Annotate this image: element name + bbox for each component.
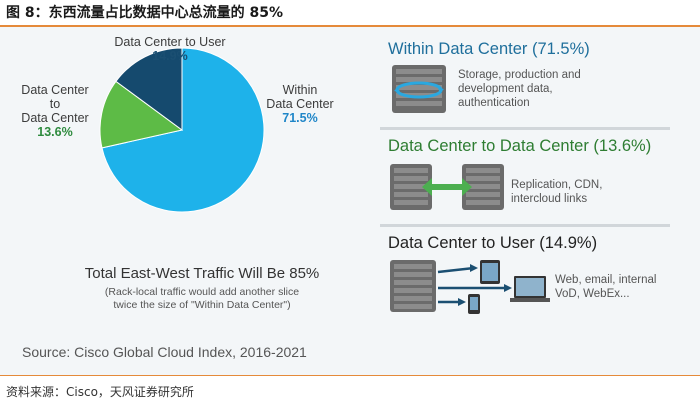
server-sync-icon <box>392 65 446 113</box>
section-divider <box>380 224 670 227</box>
figure-title: 图 8：东西流量占比数据中心总流量的 85% <box>6 5 283 21</box>
label-dc-to-dc-line1: Data Center <box>21 83 89 97</box>
section-within-desc-line2: development data, <box>458 83 553 95</box>
top-rule <box>0 25 700 27</box>
server-to-server-icon <box>390 164 504 210</box>
section-within-desc-line1: Storage, production and <box>458 69 581 81</box>
section-within-desc-line3: authentication <box>458 97 530 109</box>
section-dc-to-user-desc-line1: Web, email, internal <box>555 274 657 286</box>
section-dc-to-user-desc-line2: VoD, WebEx... <box>555 288 630 300</box>
bottom-rule <box>0 375 700 376</box>
label-dc-to-user-pct: 14.9% <box>152 49 188 63</box>
label-within-dc-line1: Within <box>282 83 318 97</box>
section-dc-to-user-title: Data Center to User (14.9%) <box>388 234 598 252</box>
label-within-dc-pct: 71.5% <box>282 111 318 125</box>
pie-chart <box>99 47 265 213</box>
chart-note-line2: twice the size of "Within Data Center") <box>113 299 291 311</box>
section-divider <box>380 127 670 130</box>
pie-slice-within-dc <box>101 47 265 213</box>
pie-slice-dc-to-dc <box>99 80 184 149</box>
chart-caption: Total East-West Traffic Will Be 85% <box>84 265 320 282</box>
pie-slice-dc-to-user <box>115 47 183 131</box>
label-within-dc-line2: Data Center <box>266 97 334 111</box>
section-dc-to-dc-desc-line2: intercloud links <box>511 193 588 205</box>
label-dc-to-dc: Data Center to Data Center 13.6% <box>10 83 100 139</box>
chart-note: (Rack-local traffic would add another sl… <box>42 286 362 312</box>
server-to-devices-icon <box>390 260 550 314</box>
label-dc-to-dc-line3: Data Center <box>21 111 89 125</box>
section-dc-to-dc-desc: Replication, CDN, intercloud links <box>511 178 631 206</box>
label-dc-to-dc-pct: 13.6% <box>37 125 73 139</box>
label-within-dc: Within Data Center 71.5% <box>255 83 345 125</box>
section-dc-to-dc-desc-line1: Replication, CDN, <box>511 179 603 191</box>
label-dc-to-user: Data Center to User 14.9% <box>90 35 250 63</box>
label-dc-to-user-name: Data Center to User <box>114 35 226 49</box>
section-within-title: Within Data Center (71.5%) <box>388 40 590 58</box>
chart-note-line1: (Rack-local traffic would add another sl… <box>104 286 300 298</box>
figure-footer: 资料来源：Cisco，天风证券研究所 <box>6 385 194 399</box>
section-within-desc: Storage, production and development data… <box>458 68 608 110</box>
chart-source: Source: Cisco Global Cloud Index, 2016-2… <box>22 344 307 360</box>
section-dc-to-user-desc: Web, email, internal VoD, WebEx... <box>555 273 685 301</box>
label-dc-to-dc-line2: to <box>49 97 61 111</box>
section-dc-to-dc-title: Data Center to Data Center (13.6%) <box>388 137 652 155</box>
